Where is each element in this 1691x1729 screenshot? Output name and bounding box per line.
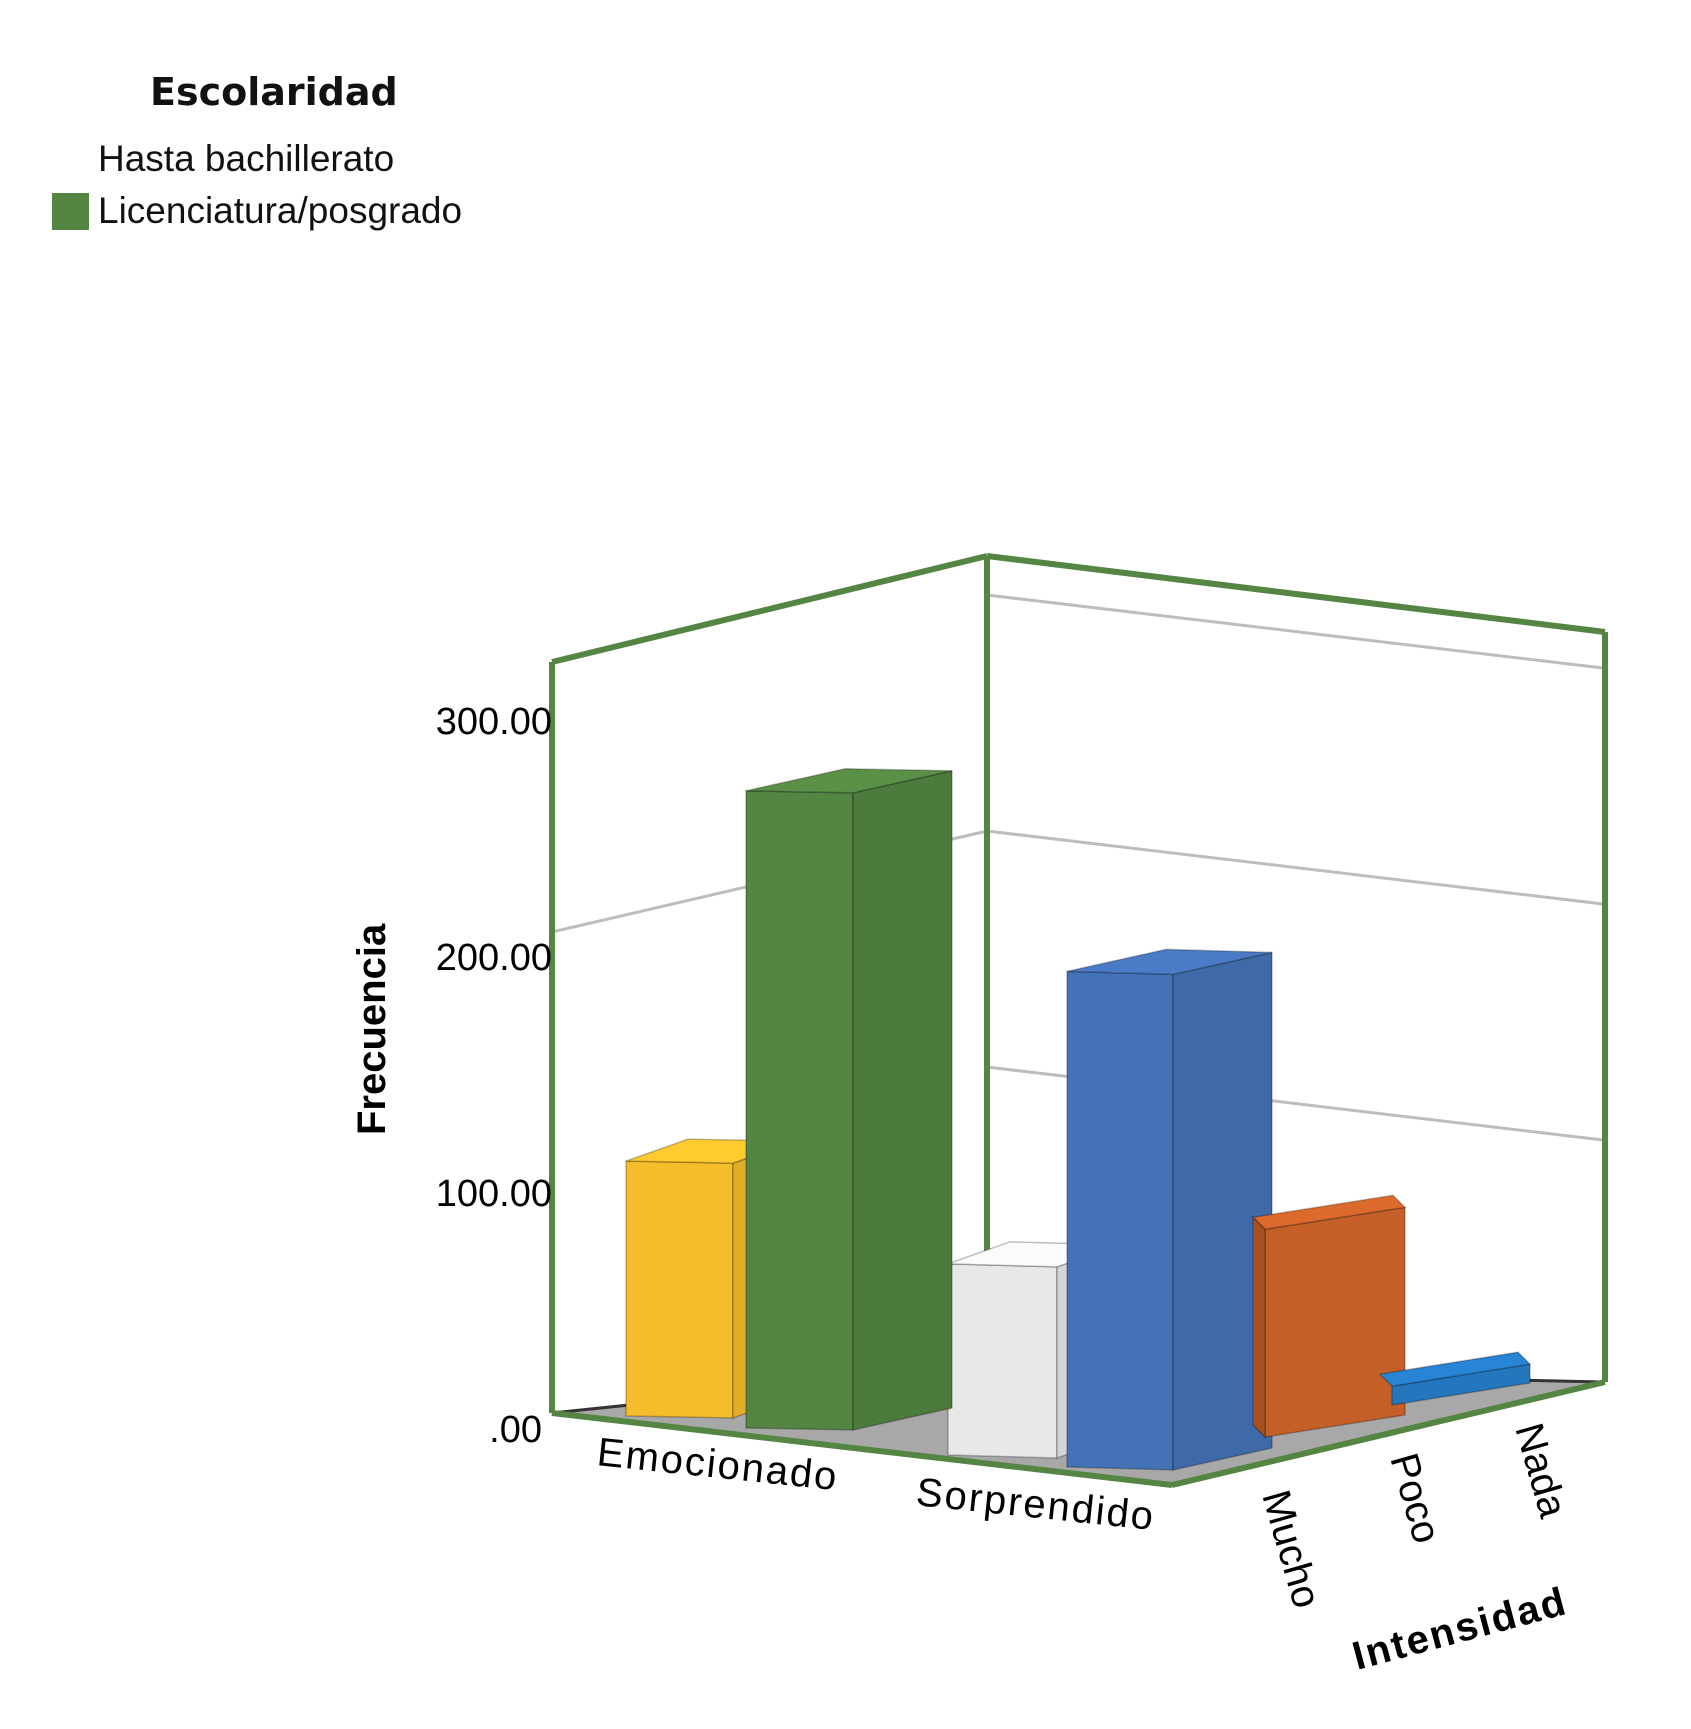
bar-sorprendido-4 — [1251, 1194, 1407, 1439]
bar-front-face — [947, 1263, 1058, 1459]
bar-top-face — [1378, 1351, 1532, 1387]
gridline-back-300 — [986, 593, 1604, 670]
legend-swatch-licenciatura — [52, 193, 89, 230]
bar-side-face — [1264, 1206, 1406, 1438]
bar-emocionado-1 — [745, 768, 953, 1431]
chart-frame — [549, 553, 1608, 1488]
bar-sorprendido-5 — [1378, 1351, 1532, 1406]
bars-layer — [625, 768, 1532, 1471]
depth-category-label: Nada — [1506, 1418, 1575, 1523]
bar-front-face — [745, 790, 854, 1431]
bar-side-face — [852, 769, 953, 1431]
depth-axis-label: Intensidad — [1348, 1579, 1572, 1678]
y-tick-label: 300.00 — [436, 701, 552, 743]
gridline-back-200 — [986, 829, 1604, 906]
legend-label-hasta-bachillerato: Hasta bachillerato — [98, 138, 395, 179]
y-tick-label: 200.00 — [436, 937, 552, 979]
bar-top-face — [1066, 948, 1273, 976]
y-tick-label: 100.00 — [436, 1173, 552, 1215]
legend-title: Escolaridad — [150, 70, 398, 114]
depth-category-label: Mucho — [1253, 1485, 1328, 1613]
bar-front-face — [1066, 970, 1174, 1471]
depth-category-label: Poco — [1381, 1448, 1448, 1548]
legend-label-licenciatura: Licenciatura/posgrado — [98, 190, 463, 231]
bar-top-face — [745, 768, 953, 794]
bar-sorprendido-3 — [1066, 948, 1273, 1471]
y-axis-label: Frecuencia — [350, 923, 394, 1135]
bar-front-face — [1252, 1215, 1266, 1439]
bar-front-face — [625, 1160, 734, 1419]
y-tick-label: .00 — [489, 1409, 542, 1451]
